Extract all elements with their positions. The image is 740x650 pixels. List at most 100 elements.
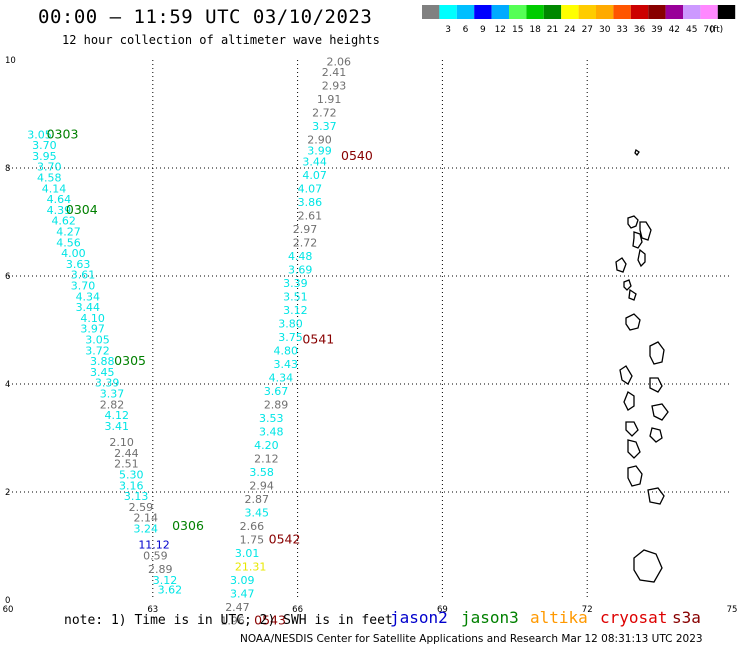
scale-label: 24	[564, 25, 576, 35]
wave-height-label: 2.47	[225, 601, 250, 614]
wave-height-label: 3.62	[158, 584, 183, 597]
scale-swatch	[543, 5, 562, 19]
island-outline	[628, 288, 637, 301]
scale-label: 3	[445, 25, 451, 35]
wave-height-label: 3.45	[90, 366, 115, 379]
wave-height-label: 3.58	[249, 466, 273, 479]
wave-height-label: 11.12	[138, 539, 170, 552]
scale-swatch	[439, 5, 457, 19]
wave-height-label: 3.45	[245, 506, 269, 519]
wave-height-label: 4.34	[269, 371, 294, 384]
wave-height-label: 3.63	[66, 258, 91, 271]
wave-height-label: 4.56	[56, 236, 80, 249]
scale-swatch	[683, 5, 701, 19]
island-outline	[637, 248, 646, 268]
island-outline	[639, 221, 652, 241]
wave-height-label: 2.72	[293, 236, 318, 249]
wave-height-label: 3.37	[312, 120, 337, 133]
lon-tick-label: 60	[3, 605, 14, 615]
wave-height-label: 4.80	[273, 344, 298, 357]
wave-height-label: 2.97	[293, 223, 318, 236]
scale-swatch	[665, 5, 683, 19]
scale-swatch	[648, 5, 666, 19]
pass-time-label: 0304	[66, 202, 98, 217]
island-outline	[625, 313, 641, 331]
wave-height-label: 3.05	[27, 128, 52, 141]
wave-height-label: 2.14	[133, 512, 158, 525]
wave-height-label: 3.13	[124, 490, 149, 503]
scale-swatch	[474, 5, 492, 19]
scale-label: 18	[529, 25, 541, 35]
lon-tick-label: 66	[292, 605, 303, 615]
wave-height-label: 2.12	[254, 452, 279, 465]
wave-height-label: 4.10	[80, 312, 105, 325]
lat-tick-label: 4	[5, 380, 10, 390]
wave-height-label: 3.75	[278, 331, 303, 344]
wave-height-label: 3.12	[153, 574, 178, 587]
credit-line: NOAA/NESDIS Center for Satellite Applica…	[240, 633, 703, 645]
wave-height-label: 3.70	[37, 161, 62, 174]
wave-height-label: 1.96	[220, 614, 245, 627]
wave-height-label: 4.07	[302, 169, 327, 182]
wave-height-label: 1.75	[240, 533, 265, 546]
scale-unit: (ft)	[710, 25, 724, 35]
scale-label: 21	[547, 25, 558, 35]
scale-label: 27	[582, 25, 593, 35]
scale-label: 15	[512, 25, 523, 35]
island-outline	[649, 427, 663, 443]
wave-height-label: 2.72	[312, 107, 337, 120]
scale-label: 39	[651, 25, 663, 35]
wave-height-label: 4.00	[61, 247, 86, 260]
wave-height-label: 2.59	[129, 501, 154, 514]
wave-height-label: 2.87	[245, 493, 269, 506]
wave-height-label: 3.12	[283, 304, 308, 317]
wave-height-label: 2.44	[114, 447, 139, 460]
wave-height-label: 3.88	[90, 355, 115, 368]
scale-label: 6	[463, 25, 469, 35]
scale-swatch	[509, 5, 527, 19]
wave-height-label: 3.53	[259, 412, 284, 425]
wave-height-label: 2.89	[148, 563, 173, 576]
scale-swatch	[630, 5, 649, 19]
wave-height-label: 3.70	[32, 139, 57, 152]
wave-height-label: 3.61	[71, 269, 96, 282]
wave-height-label: 3.48	[259, 425, 284, 438]
wave-height-label: 3.41	[105, 420, 129, 433]
wave-height-label: 4.12	[105, 409, 129, 422]
lat-tick-label: 0	[5, 596, 10, 606]
wave-height-label: 3.39	[95, 377, 120, 390]
wave-height-label: 3.67	[264, 385, 289, 398]
lon-tick-label: 69	[437, 605, 448, 615]
scale-swatch	[613, 5, 631, 19]
island-outline	[627, 215, 639, 229]
island-outline	[649, 377, 663, 393]
pass-time-label: 0305	[114, 353, 146, 368]
pass-time-label: 0542	[269, 531, 301, 546]
wave-height-label: 4.39	[47, 204, 72, 217]
scale-swatch	[578, 5, 596, 19]
island-outline	[627, 465, 643, 487]
lon-tick-label: 63	[147, 605, 158, 615]
wave-height-label: 21.31	[235, 560, 267, 573]
wave-height-label: 3.43	[273, 358, 298, 371]
pass-time-label: 0541	[302, 332, 334, 347]
wave-height-label: 3.97	[80, 323, 105, 336]
lon-tick-label: 72	[582, 605, 593, 615]
wave-height-label: 3.80	[278, 317, 303, 330]
scale-label: 9	[480, 25, 486, 35]
wave-height-label: 3.01	[235, 547, 260, 560]
wave-height-label: 2.82	[100, 398, 125, 411]
footer-note: note: 1) Time is in UTC; 2) SWH is in fe…	[64, 613, 393, 628]
wave-height-label: 3.44	[302, 155, 327, 168]
island-outline	[633, 549, 663, 583]
island-outline	[649, 341, 665, 365]
scale-label: 36	[634, 25, 646, 35]
page-subtitle: 12 hour collection of altimeter wave hei…	[62, 33, 380, 47]
wave-height-label: 3.37	[100, 388, 125, 401]
wave-height-label: 2.89	[264, 398, 289, 411]
island-outline	[619, 365, 633, 385]
wave-height-label: 0.59	[143, 550, 168, 563]
wave-height-label: 3.69	[288, 263, 313, 276]
satellite-cryosat: cryosat	[600, 608, 668, 627]
